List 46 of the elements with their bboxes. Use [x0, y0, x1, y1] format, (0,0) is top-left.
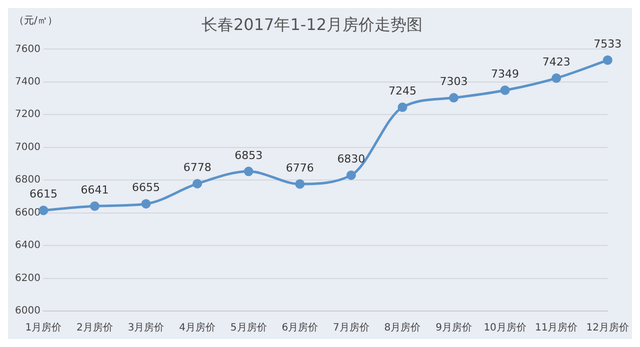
point [295, 179, 305, 189]
x-tick-label: 6月房价 [282, 322, 318, 334]
y-tick-label: 6200 [14, 272, 40, 284]
x-tick-label: 2月房价 [76, 322, 113, 334]
x-tick-label: 12月房价 [586, 322, 630, 334]
y-tick-label: 7200 [14, 109, 40, 120]
point [90, 201, 100, 211]
data-label: 7303 [440, 75, 468, 88]
data-label: 6776 [286, 161, 314, 174]
x-tick-label: 10月房价 [484, 322, 526, 334]
x-tick-label: 8月房价 [384, 322, 421, 334]
y-tick-label: 7000 [14, 142, 40, 153]
y-tick-label: 6400 [14, 240, 40, 252]
point [552, 73, 562, 83]
data-label: 7349 [491, 68, 520, 81]
point [602, 55, 612, 65]
point [449, 93, 459, 103]
x-tick-label: 1月房价 [25, 322, 62, 334]
y-tick-label: 6000 [14, 306, 40, 317]
point [192, 178, 202, 188]
data-label: 7423 [542, 56, 570, 69]
y-tick-label: 7400 [14, 76, 40, 88]
point [244, 166, 254, 176]
x-tick-label: 3月房价 [128, 322, 164, 334]
x-tick-label: 9月房价 [436, 322, 472, 334]
data-label: 6853 [234, 148, 263, 162]
point [346, 170, 356, 180]
data-label: 6830 [337, 152, 366, 166]
x-tick-label: 7月房价 [333, 322, 370, 334]
y-tick-label: 6600 [14, 207, 40, 218]
data-label: 6641 [80, 183, 109, 196]
point [141, 199, 151, 209]
data-label: 6778 [183, 161, 212, 174]
point [500, 86, 510, 96]
chart-title: 长春2017年1-12月房价走势图 [201, 14, 423, 34]
x-tick-label: 4月房价 [179, 322, 216, 334]
y-tick-label: 6800 [14, 174, 40, 186]
y-tick-label: 7600 [14, 44, 40, 55]
x-tick-label: 11月房价 [534, 322, 578, 334]
y-axis-title: （元/㎡） [14, 16, 58, 27]
data-label: 6655 [132, 181, 160, 194]
data-label: 6615 [29, 188, 58, 201]
x-tick-label: 5月房价 [230, 322, 267, 334]
data-label: 7533 [594, 38, 622, 51]
point [398, 102, 408, 112]
data-label: 7245 [388, 84, 416, 98]
